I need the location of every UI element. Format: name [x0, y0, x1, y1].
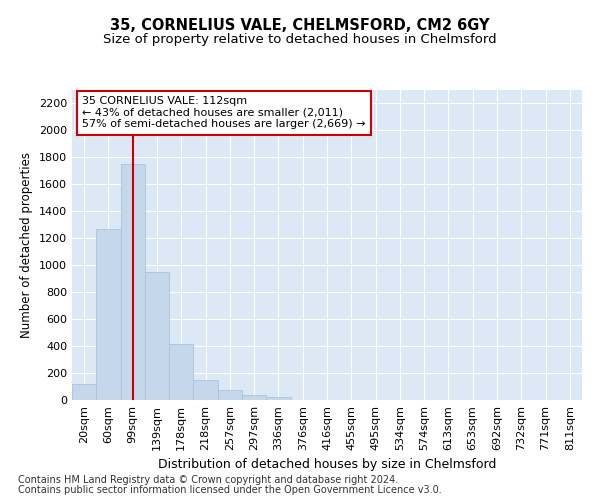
Text: Size of property relative to detached houses in Chelmsford: Size of property relative to detached ho…	[103, 32, 497, 46]
Bar	[121, 164, 145, 400]
Text: 35, CORNELIUS VALE, CHELMSFORD, CM2 6GY: 35, CORNELIUS VALE, CHELMSFORD, CM2 6GY	[110, 18, 490, 32]
Bar	[193, 380, 218, 400]
Bar	[218, 390, 242, 400]
Y-axis label: Number of detached properties: Number of detached properties	[20, 152, 34, 338]
Bar	[72, 384, 96, 400]
Bar	[242, 396, 266, 400]
X-axis label: Distribution of detached houses by size in Chelmsford: Distribution of detached houses by size …	[158, 458, 496, 471]
Bar	[96, 229, 121, 400]
Bar	[145, 272, 169, 400]
Bar	[266, 398, 290, 400]
Text: Contains HM Land Registry data © Crown copyright and database right 2024.: Contains HM Land Registry data © Crown c…	[18, 475, 398, 485]
Text: 35 CORNELIUS VALE: 112sqm
← 43% of detached houses are smaller (2,011)
57% of se: 35 CORNELIUS VALE: 112sqm ← 43% of detac…	[82, 96, 366, 130]
Text: Contains public sector information licensed under the Open Government Licence v3: Contains public sector information licen…	[18, 485, 442, 495]
Bar	[169, 344, 193, 400]
